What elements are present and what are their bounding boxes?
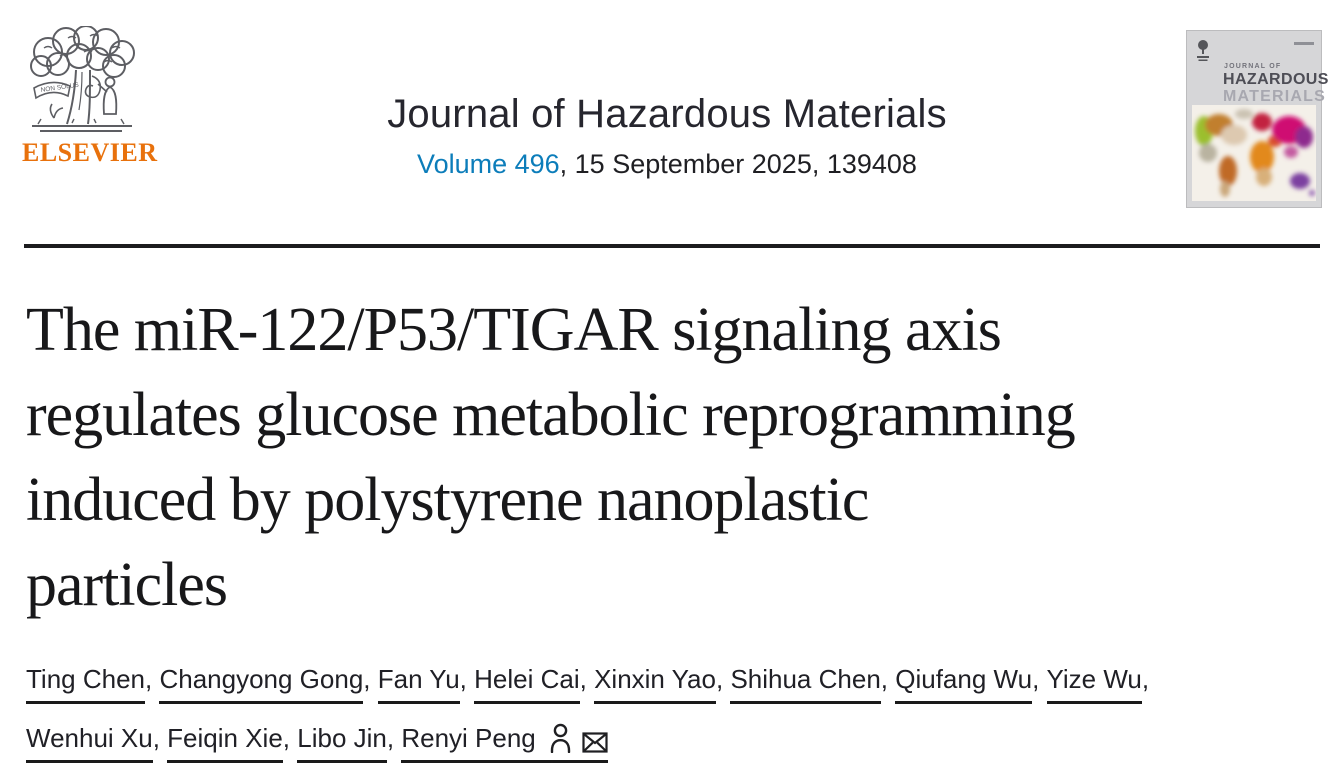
- author-item: Xinxin Yao,: [594, 664, 730, 705]
- issue-line: Volume 496, 15 September 2025, 139408: [0, 149, 1334, 180]
- author-link[interactable]: Yize Wu: [1046, 664, 1142, 705]
- article-title-line: The miR-122/P53/TIGAR signaling axis: [26, 296, 1002, 364]
- header-divider: [24, 244, 1320, 248]
- authors-line-2: Wenhui Xu, Feiqin Xie, Libo Jin, Renyi P…: [26, 723, 1326, 764]
- author-item: Changyong Gong,: [159, 664, 377, 705]
- author-item: Helei Cai,: [474, 664, 594, 705]
- journal-heading-block: Journal of Hazardous Materials Volume 49…: [0, 92, 1334, 180]
- journal-cover-thumbnail[interactable]: JOURNAL OF HAZARDOUS MATERIALS: [1186, 30, 1328, 208]
- author-item: Qiufang Wu,: [895, 664, 1046, 705]
- author-link[interactable]: Shihua Chen: [730, 664, 881, 705]
- author-link[interactable]: Libo Jin: [297, 723, 387, 764]
- person-icon[interactable]: [550, 723, 571, 754]
- cover-elsevier-mini-logo-icon: [1196, 40, 1210, 67]
- author-item: Yize Wu,: [1046, 664, 1149, 705]
- issue-date-text: , 15 September 2025, 139408: [559, 149, 917, 179]
- cover-journal-of-label: JOURNAL OF: [1224, 63, 1282, 70]
- corresponding-author-name: Renyi Peng: [401, 723, 536, 754]
- cover-title-materials: MATERIALS: [1223, 88, 1326, 105]
- publisher-name: ELSEVIER: [22, 138, 158, 167]
- author-item: Ting Chen,: [26, 664, 159, 705]
- volume-link[interactable]: Volume 496: [417, 149, 560, 179]
- envelope-icon[interactable]: [582, 723, 608, 753]
- author-link[interactable]: Helei Cai: [474, 664, 580, 705]
- authors-line-1: Ting Chen, Changyong Gong, Fan Yu, Helei…: [26, 664, 1326, 705]
- journal-title-link[interactable]: Journal of Hazardous Materials: [387, 92, 947, 136]
- author-item: Libo Jin,: [297, 723, 401, 764]
- corresponding-author-link[interactable]: Renyi Peng: [401, 723, 608, 764]
- author-link[interactable]: Xinxin Yao: [594, 664, 716, 705]
- cover-world-map-image: [1192, 105, 1316, 201]
- author-link[interactable]: Qiufang Wu: [895, 664, 1033, 705]
- elsevier-logo[interactable]: NON SOLUS ELSEVIER: [22, 26, 158, 168]
- article-title: The miR-122/P53/TIGAR signaling axis regu…: [26, 288, 1326, 628]
- author-item: Fan Yu,: [377, 664, 474, 705]
- author-link[interactable]: Wenhui Xu: [26, 723, 153, 764]
- article-title-line: regulates glucose metabolic reprogrammin…: [26, 381, 1076, 449]
- author-link[interactable]: Ting Chen: [26, 664, 145, 705]
- author-link[interactable]: Changyong Gong: [159, 664, 364, 705]
- cover-title-hazardous: HAZARDOUS: [1223, 71, 1329, 88]
- authors-line-2-list: Wenhui Xu, Feiqin Xie, Libo Jin,: [26, 723, 401, 764]
- elsevier-tree-icon: NON SOLUS: [22, 26, 142, 136]
- author-link[interactable]: Fan Yu: [377, 664, 460, 705]
- cover-issue-micro-text: [1294, 42, 1314, 45]
- article-title-line: particles: [26, 551, 228, 619]
- article-title-line: induced by polystyrene nanoplastic: [26, 466, 869, 534]
- author-item: Feiqin Xie,: [167, 723, 297, 764]
- author-item: Shihua Chen,: [730, 664, 895, 705]
- author-link[interactable]: Feiqin Xie: [167, 723, 283, 764]
- author-item: Wenhui Xu,: [26, 723, 167, 764]
- author-list: Ting Chen, Changyong Gong, Fan Yu, Helei…: [26, 664, 1326, 782]
